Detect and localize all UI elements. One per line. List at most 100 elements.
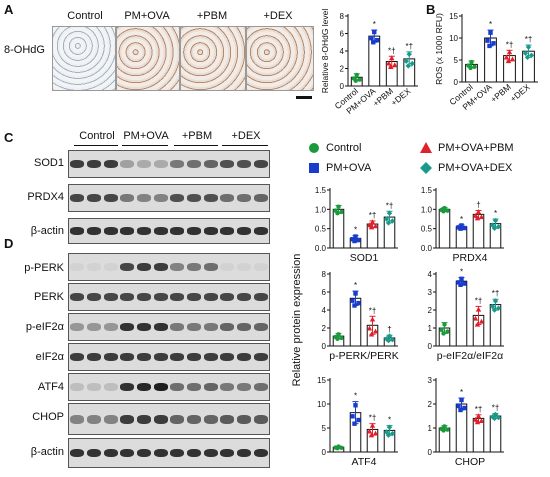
blot-p-perk xyxy=(68,253,270,281)
blot-band xyxy=(220,383,235,391)
blot-band xyxy=(103,160,118,168)
data-point xyxy=(458,282,463,287)
blot-band xyxy=(220,293,235,301)
blot-band xyxy=(86,194,102,202)
data-point xyxy=(478,418,485,423)
blot-band xyxy=(70,263,85,271)
blot-group-control: Control xyxy=(79,130,115,142)
y-tick-label: 2 xyxy=(322,324,327,333)
data-point xyxy=(385,220,392,226)
data-point xyxy=(386,333,393,339)
significance-mark: † xyxy=(476,200,480,209)
data-point xyxy=(462,405,467,411)
bar xyxy=(489,415,502,453)
data-point xyxy=(524,54,531,61)
blot-band xyxy=(86,227,102,235)
blot-band xyxy=(236,293,252,301)
y-tick-label: 1.5 xyxy=(315,186,327,195)
y-tick-label: 15 xyxy=(317,376,326,385)
blot-label-eif2a: eIF2α xyxy=(35,351,64,363)
blot-band xyxy=(220,323,235,331)
blot-group-line xyxy=(74,145,118,146)
blot-band xyxy=(170,227,185,235)
blot-beta-actin-d xyxy=(68,438,270,468)
blot-band xyxy=(253,383,268,391)
bar xyxy=(438,208,451,249)
data-point xyxy=(472,315,479,321)
blot-band xyxy=(136,194,152,202)
y-tick-label: 2 xyxy=(428,400,433,409)
y-tick-label: 10 xyxy=(449,34,458,43)
blot-group-pm-ova: PM+OVA xyxy=(123,130,169,142)
blot-band xyxy=(220,227,235,235)
y-tick-label: 3 xyxy=(428,288,433,297)
data-point xyxy=(335,336,340,341)
data-point xyxy=(339,335,344,341)
histology-image-pm-ova xyxy=(116,26,180,91)
data-point xyxy=(372,328,379,334)
blot-label-perk: PERK xyxy=(34,291,64,303)
data-point xyxy=(475,413,482,419)
x-axis-label: ATF4 xyxy=(352,456,377,468)
blot-band xyxy=(86,383,102,391)
blot-band xyxy=(203,323,218,331)
legend-label-control: Control xyxy=(326,142,362,154)
x-axis-label: CHOP xyxy=(455,456,485,468)
blot-band xyxy=(203,414,218,424)
legend-label-pm-ova-pbm: PM+OVA+PBM xyxy=(438,142,514,154)
blot-band xyxy=(170,263,185,271)
x-axis-label: SOD1 xyxy=(350,252,379,264)
blot-band xyxy=(186,293,202,301)
data-point xyxy=(383,429,390,435)
data-point xyxy=(392,62,398,68)
blot-band xyxy=(120,323,135,331)
x-category-label: +PBM xyxy=(488,82,512,105)
y-tick-label: 1.0 xyxy=(421,205,433,214)
data-point xyxy=(491,41,496,46)
blot-band xyxy=(120,448,135,458)
y-tick-label: 1 xyxy=(428,424,433,433)
data-point xyxy=(335,211,340,216)
panel-label-a: A xyxy=(4,2,14,17)
blot-band xyxy=(170,353,185,361)
blot-band xyxy=(103,227,118,235)
blot-band xyxy=(70,160,85,168)
data-point xyxy=(354,72,359,78)
shared-ylabel: Relative protein expression xyxy=(291,253,303,387)
blot-band xyxy=(253,353,268,361)
y-tick-label: 1 xyxy=(428,324,433,333)
data-point xyxy=(336,204,341,209)
blot-band xyxy=(253,448,268,458)
data-point xyxy=(495,414,502,421)
chart-chop: 0 1 2 3 * *† *† CHOP xyxy=(428,376,504,468)
blot-sod1 xyxy=(68,150,270,178)
data-point xyxy=(468,65,473,71)
data-point xyxy=(372,430,379,436)
blot-band xyxy=(236,414,252,424)
chart-ohdg: 02468Control*PM+OVA*†+PBM*†+DEXRelative … xyxy=(320,9,418,116)
blot-band xyxy=(170,323,185,331)
blot-chop xyxy=(68,403,270,435)
y-tick-label: 0.5 xyxy=(315,225,327,234)
blot-band xyxy=(136,414,152,424)
panel-label-c: C xyxy=(4,130,14,145)
histology-image-pbm xyxy=(180,26,246,91)
blot-band xyxy=(70,293,85,301)
data-point xyxy=(478,318,485,324)
y-tick-label: 5 xyxy=(454,56,459,65)
y-tick-label: 6 xyxy=(340,30,345,39)
y-tick-label: 0 xyxy=(340,82,345,91)
significance-mark: *† xyxy=(388,46,396,55)
significance-mark: * xyxy=(373,20,376,29)
blot-band xyxy=(170,194,185,202)
chart-prdx4: 0.0 0.5 1.0 1.5 * † * PRDX4 xyxy=(421,186,504,264)
blot-band xyxy=(136,323,152,331)
blot-band xyxy=(220,263,235,271)
blot-band xyxy=(253,263,268,271)
blot-band xyxy=(153,383,168,391)
blot-band xyxy=(170,160,185,168)
data-point xyxy=(339,445,344,451)
x-axis-label: p-eIF2α/eIF2α xyxy=(437,350,503,362)
y-axis-label: ROS (x 1000 RFU) xyxy=(434,13,444,85)
